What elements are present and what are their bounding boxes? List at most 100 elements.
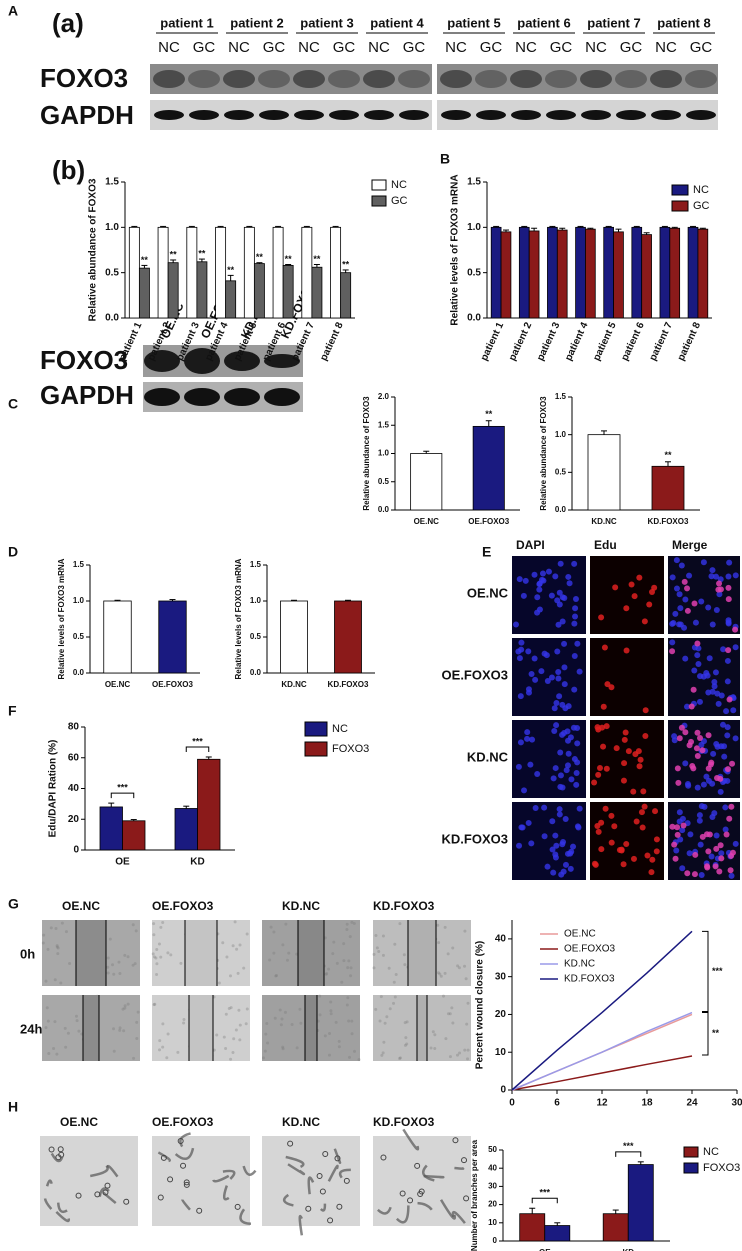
texture (442, 994, 446, 998)
texture (229, 974, 233, 978)
panel-label: A (8, 3, 18, 19)
scratch-gap (76, 920, 106, 986)
line (511, 1055, 693, 1091)
nucleus (556, 589, 563, 596)
bar (603, 226, 614, 319)
texture (280, 1017, 284, 1021)
column-label: DAPI (516, 538, 545, 552)
nucleus (541, 650, 548, 657)
texture (318, 1013, 322, 1017)
nucleus (621, 736, 628, 743)
bar (174, 808, 198, 851)
nucleus (557, 560, 564, 567)
texture (323, 1034, 327, 1038)
texture (272, 930, 276, 934)
texture (290, 1023, 294, 1027)
legend-label: GC (391, 195, 408, 207)
nucleus (630, 855, 637, 862)
texture (244, 1022, 248, 1026)
nucleus (706, 831, 713, 838)
band (581, 110, 611, 120)
texture (327, 967, 331, 971)
nucleus (549, 846, 556, 853)
nucleus (545, 568, 552, 575)
band (650, 70, 682, 88)
nucleus (620, 777, 627, 784)
texture (165, 1056, 169, 1060)
nucleus (675, 779, 682, 786)
cell (327, 1217, 334, 1224)
panel-label: B (440, 151, 450, 167)
y-axis-label: Relative levels of FOXO3 mRNA (234, 558, 243, 679)
texture (161, 920, 165, 924)
bar (197, 758, 221, 851)
nucleus (524, 729, 531, 736)
band (616, 110, 646, 120)
nucleus (513, 621, 520, 628)
nucleus (669, 823, 676, 830)
cell (196, 1207, 203, 1214)
texture (345, 927, 349, 931)
y-tick-label: 0.5 (378, 477, 390, 486)
texture (457, 966, 461, 970)
nucleus (591, 779, 598, 786)
y-tick-label: 1.5 (467, 177, 481, 188)
band (580, 70, 612, 88)
cell-network (287, 1163, 306, 1176)
band (258, 70, 290, 88)
nucleus (551, 705, 558, 712)
patient-label: patient 5 (447, 15, 500, 30)
nucleus (571, 686, 578, 693)
nucleus (559, 731, 566, 738)
x-tick-label: patient 2 (507, 320, 535, 362)
band (223, 70, 255, 88)
nucleus (715, 700, 722, 707)
cell (123, 1198, 130, 1205)
texture (346, 996, 350, 1000)
texture (379, 995, 383, 999)
y-tick-label: 10 (495, 1047, 507, 1058)
nucleus (669, 648, 676, 655)
row-label: KD.NC (467, 749, 509, 764)
texture (352, 921, 356, 925)
nucleus (625, 748, 632, 755)
lane-label: NC (585, 39, 607, 56)
nucleus (676, 621, 683, 628)
nucleus (674, 831, 681, 838)
cell (316, 1172, 323, 1179)
texture (295, 952, 299, 956)
nucleus (677, 836, 684, 843)
y-axis-label: Relative abundance of FOXO3 (88, 178, 99, 321)
nucleus (534, 594, 541, 601)
y-tick-label: 0.0 (250, 668, 262, 677)
texture (166, 951, 170, 955)
bar (697, 228, 709, 319)
nucleus (616, 846, 623, 853)
x-tick-label: patient 8 (318, 320, 346, 362)
cell-network (395, 1205, 410, 1224)
texture (64, 1045, 68, 1049)
cell (343, 1177, 350, 1184)
cell (104, 1182, 111, 1189)
cell (157, 1194, 164, 1201)
nucleus (608, 684, 615, 691)
nucleus (684, 585, 691, 592)
bar (282, 265, 294, 319)
texture (112, 1049, 116, 1053)
bar (158, 600, 187, 674)
nucleus (725, 647, 732, 654)
significance-bracket (531, 1197, 558, 1204)
nucleus (551, 728, 558, 735)
row-label: OE.FOXO3 (442, 667, 508, 682)
texture (331, 952, 335, 956)
x-tick-label: patient 4 (563, 320, 591, 362)
nucleus (691, 871, 698, 878)
panel-label: (b) (52, 155, 85, 185)
y-tick-label: 0 (73, 845, 79, 856)
nucleus (608, 812, 615, 819)
x-tick-label: 24 (686, 1098, 698, 1109)
panel-label: H (8, 1099, 18, 1115)
texture (158, 1039, 162, 1043)
nucleus (536, 606, 543, 613)
band (329, 110, 359, 120)
